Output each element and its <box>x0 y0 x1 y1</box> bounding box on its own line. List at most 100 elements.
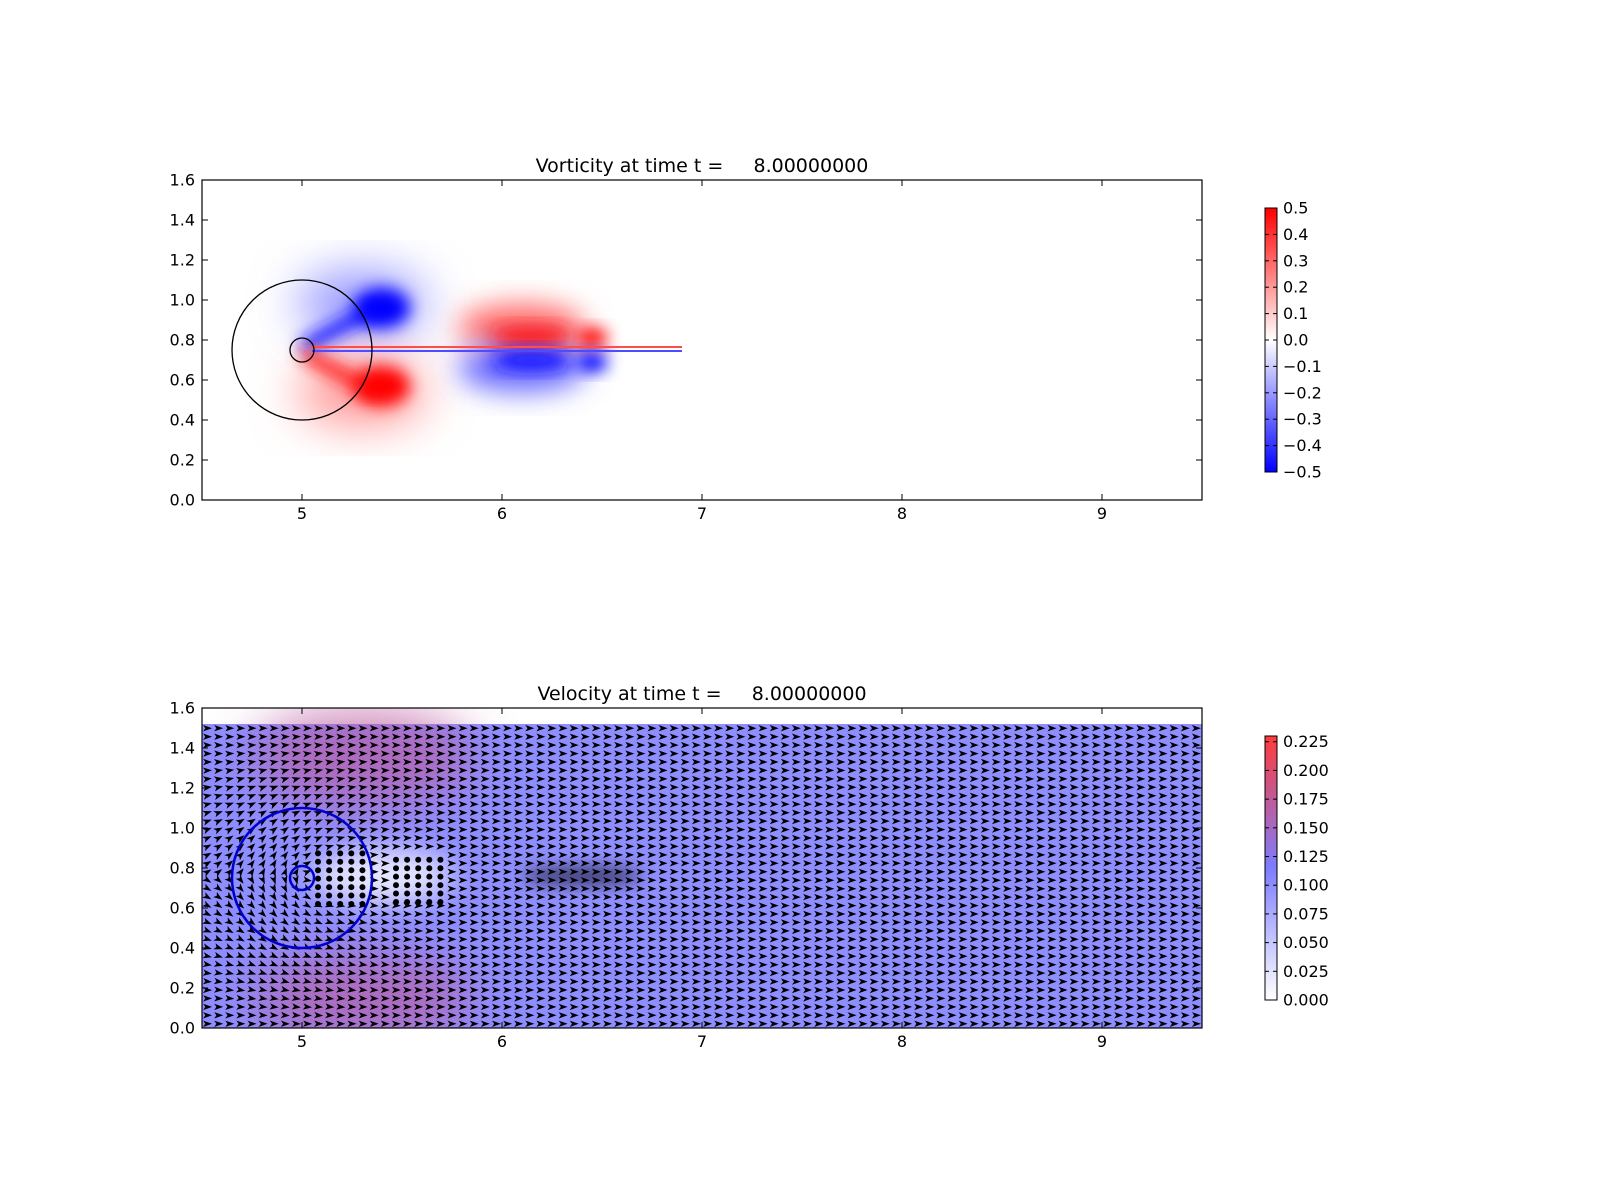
velocity-arrow <box>969 969 979 977</box>
velocity-arrow <box>1047 767 1057 774</box>
velocity-arrow <box>580 927 590 935</box>
velocity-arrow <box>1114 919 1124 926</box>
velocity-arrow <box>358 977 368 985</box>
velocity-arrow <box>335 793 346 800</box>
velocity-arrow <box>536 741 546 749</box>
velocity-arrow <box>769 969 779 977</box>
velocity-arrow <box>214 733 224 740</box>
velocity-arrow <box>1125 851 1135 859</box>
velocity-arrow <box>758 953 768 960</box>
velocity-y-ticks: 0.00.20.40.60.81.01.21.41.6 <box>170 699 1202 1038</box>
velocity-arrow <box>1069 775 1079 783</box>
velocity-arrow <box>224 810 234 818</box>
velocity-arrow <box>346 818 357 826</box>
velocity-arrow <box>880 961 890 968</box>
velocity-arrow <box>769 733 779 740</box>
velocity-arrow <box>858 860 868 867</box>
velocity-arrow <box>814 978 824 985</box>
velocity-arrow <box>880 851 890 859</box>
velocity-arrow <box>614 927 624 935</box>
velocity-arrow <box>1147 902 1157 909</box>
velocity-arrow <box>803 801 813 808</box>
velocity-arrow <box>903 902 913 909</box>
velocity-arrow <box>1136 995 1146 1002</box>
velocity-arrow <box>880 919 890 926</box>
velocity-arrow <box>514 809 524 816</box>
velocity-arrow <box>814 877 824 884</box>
velocity-arrow <box>647 809 657 816</box>
velocity-arrow <box>736 826 746 833</box>
velocity-arrow <box>703 868 713 875</box>
velocity-arrow <box>369 995 379 1002</box>
velocity-arrow <box>969 902 979 909</box>
velocity-arrow <box>335 969 346 976</box>
velocity-arrow <box>213 767 224 775</box>
velocity-arrow <box>736 767 746 774</box>
velocity-arrow <box>1047 1012 1057 1019</box>
velocity-arrow <box>991 1003 1001 1011</box>
velocity-arrow <box>503 969 513 977</box>
velocity-arrow <box>869 725 879 732</box>
velocity-arrow <box>536 843 546 850</box>
velocity-arrow <box>836 893 846 901</box>
velocity-arrow <box>1103 953 1113 960</box>
velocity-arrow <box>691 953 701 960</box>
velocity-arrow <box>1014 834 1024 842</box>
velocity-arrow <box>1103 725 1113 732</box>
velocity-arrow <box>1136 741 1146 749</box>
velocity-arrow <box>1025 843 1035 850</box>
velocity-arrow <box>1125 995 1135 1002</box>
velocity-arrow <box>925 868 935 875</box>
velocity-arrow <box>847 809 857 816</box>
velocity-arrow <box>469 860 479 867</box>
velocity-arrow <box>691 893 701 901</box>
velocity-arrow <box>324 994 335 1002</box>
velocity-arrow <box>680 817 690 825</box>
velocity-arrow <box>324 918 334 924</box>
velocity-arrow <box>324 819 334 826</box>
velocity-arrow <box>558 969 568 977</box>
velocity-arrow <box>725 1003 735 1011</box>
velocity-arrow <box>880 944 890 951</box>
velocity-arrow <box>1114 927 1124 935</box>
velocity-arrow <box>891 927 901 935</box>
velocity-arrow <box>780 944 790 951</box>
velocity-arrow <box>769 953 779 960</box>
velocity-arrow <box>947 944 957 951</box>
colorbar-tick-label: −0.1 <box>1283 357 1322 376</box>
velocity-arrow <box>369 826 379 834</box>
velocity-arrow <box>1080 944 1090 951</box>
velocity-arrow <box>290 827 301 835</box>
velocity-arrow <box>980 767 990 774</box>
velocity-arrow <box>425 818 435 825</box>
velocity-arrow <box>480 750 490 757</box>
velocity-arrow <box>291 977 301 984</box>
velocity-arrow <box>458 919 468 926</box>
velocity-arrow <box>258 977 268 984</box>
velocity-arrow <box>925 969 935 977</box>
x-tick-label: 8 <box>897 504 907 523</box>
velocity-arrow <box>1169 775 1179 783</box>
velocity-arrow <box>836 868 846 875</box>
velocity-arrow <box>302 852 312 860</box>
velocity-arrow <box>469 851 479 859</box>
velocity-arrow <box>569 1012 579 1019</box>
velocity-arrow <box>1047 775 1057 783</box>
velocity-arrow <box>547 817 557 825</box>
velocity-arrow <box>503 775 513 783</box>
velocity-arrow <box>803 961 813 968</box>
velocity-arrow <box>1025 809 1035 816</box>
velocity-arrow <box>236 759 246 766</box>
velocity-arrow <box>591 775 601 783</box>
velocity-arrow <box>669 741 679 749</box>
velocity-arrow <box>969 792 979 799</box>
velocity-arrow <box>1147 834 1157 842</box>
velocity-arrow <box>1047 809 1057 816</box>
velocity-arrow <box>1058 995 1068 1002</box>
velocity-arrow <box>1103 969 1113 977</box>
velocity-arrow <box>1025 936 1035 943</box>
velocity-arrow <box>669 826 679 833</box>
velocity-arrow <box>1125 843 1135 850</box>
velocity-arrow <box>591 750 601 757</box>
velocity-arrow <box>769 1012 779 1019</box>
